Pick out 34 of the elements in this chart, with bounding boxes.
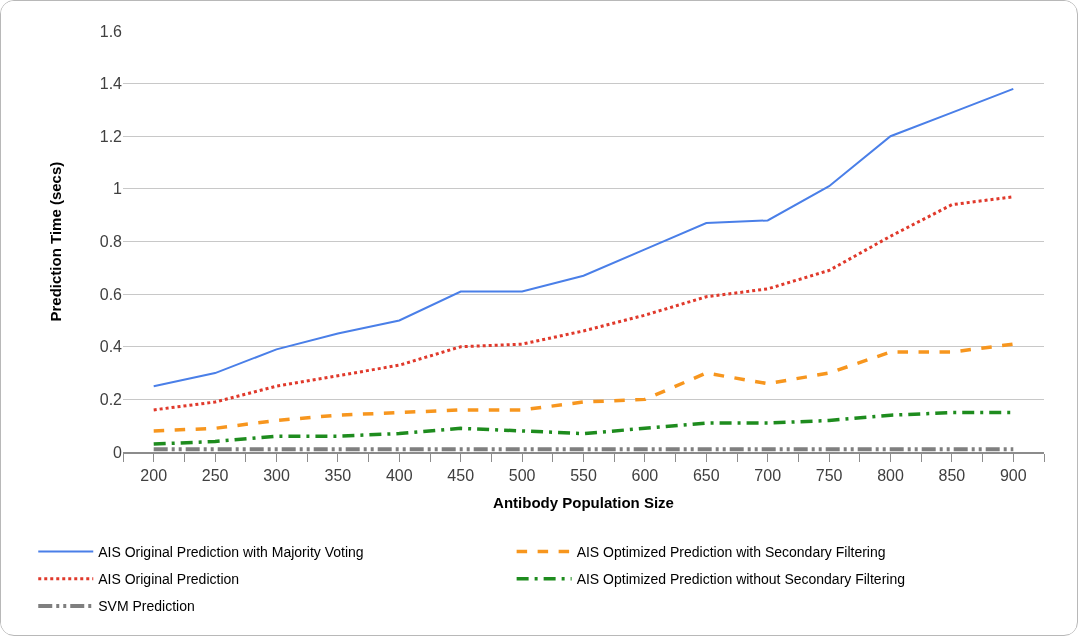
x-tick-label: 700 [754,466,782,484]
line-series [152,195,1015,412]
x-tick-label: 500 [508,466,536,484]
legend-label: AIS Optimized Prediction with Secondary Filtering [576,543,886,560]
legend-label: SVM Prediction [98,598,195,615]
x-tick-label: 850 [938,466,966,484]
x-tick-label: 350 [324,466,352,484]
legend-label: AIS Optimized Prediction without Secondary Filtering [576,571,905,588]
y-tick-label: 1.2 [99,127,123,145]
x-tick-label: 800 [877,466,904,484]
y-tick-label: 1.6 [99,22,123,40]
legend-label: AIS Original Prediction with Majority Voting [98,543,364,560]
line-series [152,87,1015,388]
x-tick-label: 750 [815,466,843,484]
x-tick-label: 550 [570,466,597,484]
x-tick-label: 450 [447,466,475,484]
y-tick-label: 0.2 [99,390,123,408]
y-tick-label: 0.4 [99,338,123,356]
x-tick-label: 250 [201,466,229,484]
y-tick-label: 0 [113,443,123,461]
x-axis-title: Antibody Population Size [493,493,674,511]
x-tick-label: 300 [263,466,290,484]
x-tick-label: 900 [999,466,1027,484]
x-tick-label: 600 [631,466,659,484]
line-series [151,342,1016,433]
y-tick-label: 0.6 [99,285,123,303]
legend-label: AIS Original Prediction [98,571,240,588]
x-tick-label: 200 [140,466,168,484]
y-tick-label: 1 [113,180,123,198]
x-tick-label: 650 [692,466,720,484]
y-tick-label: 0.8 [99,233,123,251]
x-tick-label: 400 [385,466,413,484]
y-tick-label: 1.4 [99,75,123,93]
y-axis-title: Prediction Time (secs) [46,161,64,322]
